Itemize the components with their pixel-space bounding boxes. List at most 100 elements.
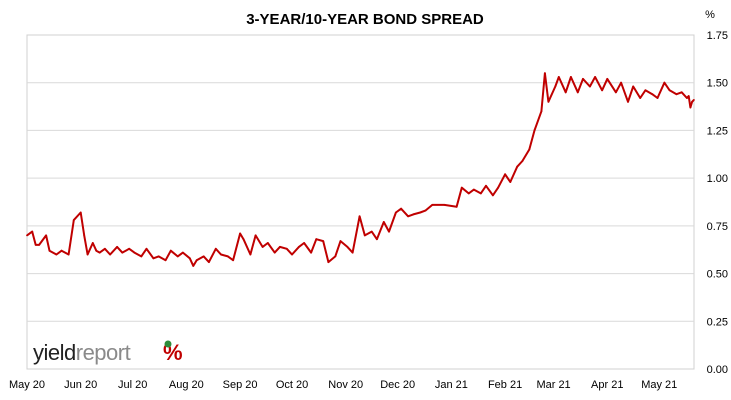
data-point [691, 100, 693, 103]
x-tick-label: Apr 21 [591, 379, 623, 391]
data-point [266, 242, 269, 244]
data-point [582, 78, 584, 80]
data-point [424, 209, 427, 212]
data-point [208, 261, 210, 263]
data-point [38, 244, 40, 246]
gridlines [27, 82, 694, 322]
data-point [376, 238, 378, 241]
data-point [249, 253, 252, 256]
data-point [540, 110, 543, 113]
y-axis-ticks: 0.00 0.25 0.50 0.75 1.00 1.25 1.50 1.75 [707, 30, 728, 376]
y-tick-label: 1.50 [707, 78, 728, 90]
data-point [479, 192, 482, 195]
data-point [176, 255, 179, 258]
data-point [497, 186, 499, 189]
y-tick-label: 0.75 [707, 221, 728, 233]
data-point [322, 240, 325, 243]
data-point [128, 247, 131, 250]
data-point [601, 89, 603, 92]
data-point [303, 242, 305, 244]
data-point [516, 165, 519, 168]
y-tick-label: 0.25 [707, 316, 728, 328]
data-point [242, 238, 245, 241]
data-point [473, 188, 475, 191]
data-point [67, 253, 70, 256]
data-point [48, 249, 51, 252]
data-point [220, 253, 222, 256]
x-tick-label: Jun 20 [64, 379, 97, 391]
data-point [509, 181, 512, 183]
data-point [370, 230, 373, 233]
data-point [145, 247, 148, 250]
x-tick-label: Oct 20 [276, 379, 308, 391]
data-point [346, 246, 349, 248]
data-point [656, 97, 659, 99]
data-point [192, 265, 195, 267]
data-point [395, 211, 397, 214]
data-point [570, 76, 572, 78]
data-point [547, 100, 550, 103]
data-point [388, 230, 390, 233]
data-point [55, 253, 58, 256]
data-point [121, 251, 124, 254]
data-point [492, 194, 494, 197]
logo-text-report: report [76, 340, 131, 365]
data-point [632, 85, 635, 88]
y-tick-label: 1.00 [707, 173, 728, 185]
data-point [382, 221, 385, 223]
y-unit-label: % [705, 9, 715, 21]
data-point [412, 213, 415, 216]
data-point [195, 259, 198, 262]
x-tick-label: May 21 [641, 379, 677, 391]
data-point [95, 249, 98, 252]
data-point [651, 93, 654, 96]
data-point [686, 97, 688, 99]
x-tick-label: Jan 21 [435, 379, 468, 391]
data-point [544, 72, 546, 75]
data-point [116, 246, 118, 248]
data-point [152, 257, 155, 260]
data-point [557, 76, 560, 78]
data-point [133, 251, 136, 254]
svg-text:yieldreport: yieldreport [33, 340, 131, 365]
data-point [273, 251, 276, 254]
data-point [26, 234, 28, 237]
data-point [639, 97, 642, 99]
data-point [594, 76, 596, 78]
data-point [521, 160, 524, 162]
data-point [358, 215, 361, 218]
y-tick-label: 0.50 [707, 269, 728, 281]
data-point [431, 204, 434, 206]
data-point [188, 257, 191, 260]
data-point [202, 255, 205, 258]
data-point [455, 205, 458, 208]
x-tick-label: Aug 20 [169, 379, 204, 391]
data-point [227, 255, 229, 258]
data-point [533, 129, 536, 132]
data-point [443, 204, 446, 206]
data-point [261, 246, 264, 248]
data-point [689, 106, 692, 109]
data-point [254, 234, 257, 237]
data-point [232, 259, 235, 262]
x-tick-label: Jul 20 [118, 379, 147, 391]
chart-title: 3-YEAR/10-YEAR BOND SPREAD [246, 11, 484, 28]
data-point [627, 100, 629, 103]
data-point [310, 251, 312, 254]
data-point [140, 255, 143, 258]
data-point [564, 91, 567, 94]
data-point [31, 230, 34, 233]
data-point [407, 215, 409, 218]
data-point [554, 85, 557, 88]
data-point [400, 207, 402, 210]
data-point [467, 192, 470, 195]
data-point [83, 234, 86, 237]
data-point [528, 148, 531, 151]
x-tick-label: Mar 21 [536, 379, 570, 391]
data-point [668, 89, 671, 92]
x-tick-label: Nov 20 [328, 379, 363, 391]
data-point [351, 251, 354, 254]
data-point [72, 219, 75, 222]
x-tick-label: May 20 [9, 379, 45, 391]
